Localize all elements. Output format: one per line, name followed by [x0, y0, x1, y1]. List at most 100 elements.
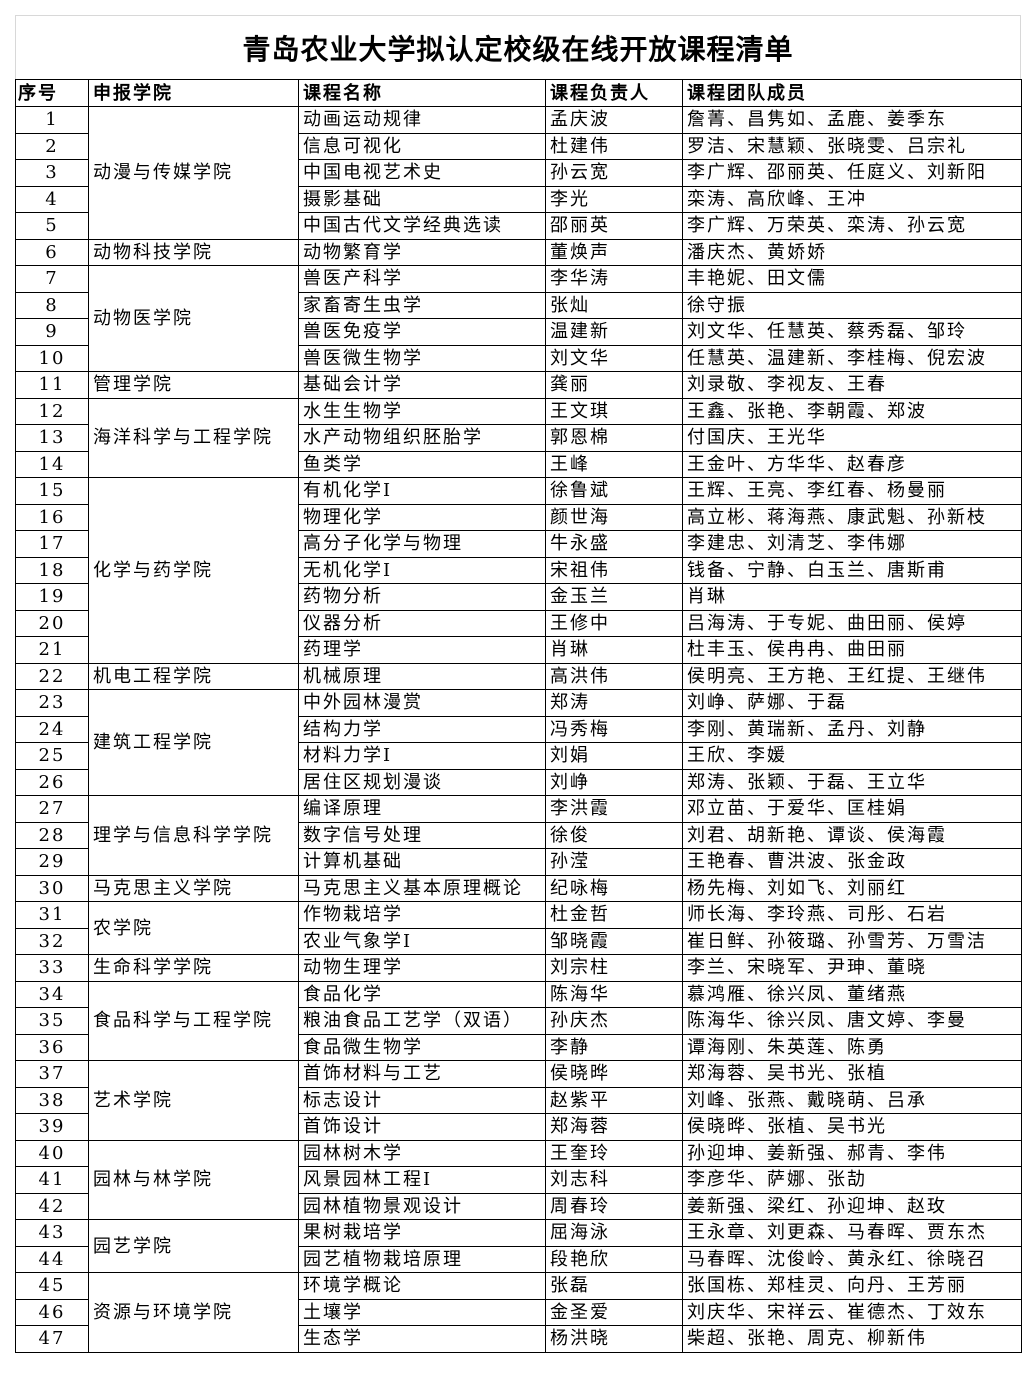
- cell-course: 动物繁育学: [298, 238, 546, 266]
- cell-no: 14: [15, 450, 89, 478]
- cell-course: 生态学: [298, 1325, 546, 1353]
- cell-leader: 刘娟: [545, 742, 683, 770]
- cell-college: 马克思主义学院: [88, 874, 299, 902]
- cell-no: 47: [15, 1325, 89, 1353]
- cell-team: 付国庆、王光华: [682, 424, 1022, 452]
- cell-college: 农学院: [88, 901, 299, 955]
- cell-team: 侯明亮、王方艳、王红提、王继伟: [682, 662, 1022, 690]
- cell-leader: 孙滢: [545, 848, 683, 876]
- cell-leader: 冯秀梅: [545, 715, 683, 743]
- cell-course: 果树栽培学: [298, 1219, 546, 1247]
- table-row: 33 生命科学学院 动物生理学 刘宗柱 李兰、宋晓军、尹珅、董晓: [15, 954, 1022, 982]
- cell-course: 食品微生物学: [298, 1033, 546, 1061]
- cell-leader: 刘文华: [545, 344, 683, 372]
- table-row: 8 家畜寄生虫学 张灿 徐守振: [15, 291, 1022, 319]
- cell-no: 33: [15, 954, 89, 982]
- cell-course: 园林植物景观设计: [298, 1192, 546, 1220]
- cell-leader: 刘峥: [545, 768, 683, 796]
- table-row: 27 理学与信息科学学院 编译原理 李洪霞 邓立苗、于爱华、匡桂娟: [15, 795, 1022, 876]
- table-row: 22 机电工程学院 机械原理 高洪伟 侯明亮、王方艳、王红提、王继伟: [15, 662, 1022, 690]
- cell-team: 刘君、胡新艳、谭谈、侯海霞: [682, 821, 1022, 849]
- table-row: 44 园艺植物栽培原理 段艳欣 马春晖、沈俊岭、黄永红、徐晓召: [15, 1245, 1022, 1273]
- cell-no: 12: [15, 397, 89, 425]
- cell-team: 王辉、王亮、李红春、杨曼丽: [682, 477, 1022, 505]
- cell-team: 钱备、宁静、白玉兰、唐斯甫: [682, 556, 1022, 584]
- cell-course: 编译原理: [298, 795, 546, 823]
- table-row: 21 药理学 肖琳 杜丰玉、侯冉冉、曲田丽: [15, 636, 1022, 664]
- table-row: 26 居住区规划漫谈 刘峥 郑涛、张颖、于磊、王立华: [15, 768, 1022, 796]
- cell-team: 侯晓晔、张植、吴书光: [682, 1113, 1022, 1141]
- table-row: 38 标志设计 赵紫平 刘峰、张燕、戴晓萌、吕承: [15, 1086, 1022, 1114]
- cell-college: 化学与药学院: [88, 477, 299, 664]
- cell-no: 19: [15, 583, 89, 611]
- cell-leader: 周春玲: [545, 1192, 683, 1220]
- cell-leader: 侯晓晔: [545, 1060, 683, 1088]
- cell-team: 丰艳妮、田文儒: [682, 265, 1022, 293]
- table-row: 43 园艺学院 果树栽培学 屈海泳 王永章、刘更森、马春晖、贾东杰: [15, 1219, 1022, 1273]
- cell-course: 风景园林工程Ⅰ: [298, 1166, 546, 1194]
- cell-team: 王艳春、曹洪波、张金政: [682, 848, 1022, 876]
- cell-college: 动漫与传媒学院: [88, 106, 299, 240]
- cell-no: 26: [15, 768, 89, 796]
- cell-team: 郑海蓉、吴书光、张植: [682, 1060, 1022, 1088]
- cell-no: 8: [15, 291, 89, 319]
- cell-course: 标志设计: [298, 1086, 546, 1114]
- cell-college: 动物科技学院: [88, 238, 299, 266]
- cell-no: 18: [15, 556, 89, 584]
- cell-no: 36: [15, 1033, 89, 1061]
- cell-course: 物理化学: [298, 503, 546, 531]
- cell-no: 28: [15, 821, 89, 849]
- cell-course: 有机化学Ⅰ: [298, 477, 546, 505]
- cell-team: 潘庆杰、黄娇娇: [682, 238, 1022, 266]
- cell-course: 仪器分析: [298, 609, 546, 637]
- cell-leader: 刘志科: [545, 1166, 683, 1194]
- cell-leader: 屈海泳: [545, 1219, 683, 1247]
- cell-team: 杨先梅、刘如飞、刘丽红: [682, 874, 1022, 902]
- cell-no: 16: [15, 503, 89, 531]
- cell-no: 31: [15, 901, 89, 929]
- cell-course: 居住区规划漫谈: [298, 768, 546, 796]
- table-row: 18 无机化学Ⅰ 宋祖伟 钱备、宁静、白玉兰、唐斯甫: [15, 556, 1022, 584]
- cell-college: 建筑工程学院: [88, 689, 299, 796]
- cell-team: 谭海刚、朱英莲、陈勇: [682, 1033, 1022, 1061]
- table-row: 35 粮油食品工艺学（双语） 孙庆杰 陈海华、徐兴凤、唐文婷、李曼: [15, 1007, 1022, 1035]
- cell-leader: 杨洪晓: [545, 1325, 683, 1353]
- cell-course: 粮油食品工艺学（双语）: [298, 1007, 546, 1035]
- cell-course: 药物分析: [298, 583, 546, 611]
- table-row: 32 农业气象学Ⅰ 邹晓霞 崔日鲜、孙筱璐、孙雪芳、万雪洁: [15, 927, 1022, 955]
- cell-team: 陈海华、徐兴凤、唐文婷、李曼: [682, 1007, 1022, 1035]
- cell-no: 29: [15, 848, 89, 876]
- cell-leader: 孙庆杰: [545, 1007, 683, 1035]
- cell-leader: 颜世海: [545, 503, 683, 531]
- cell-leader: 李静: [545, 1033, 683, 1061]
- table-row: 39 首饰设计 郑海蓉 侯晓晔、张植、吴书光: [15, 1113, 1022, 1141]
- table-row: 47 生态学 杨洪晓 柴超、张艳、周克、柳新伟: [15, 1325, 1022, 1353]
- cell-college: 资源与环境学院: [88, 1272, 299, 1353]
- cell-no: 4: [15, 185, 89, 213]
- cell-team: 詹菁、昌隽如、孟鹿、姜季东: [682, 106, 1022, 134]
- header-college: 申报学院: [88, 79, 299, 107]
- page-title: 青岛农业大学拟认定校级在线开放课程清单: [242, 32, 794, 66]
- table-row: 41 风景园林工程Ⅰ 刘志科 李彦华、萨娜、张劼: [15, 1166, 1022, 1194]
- cell-leader: 肖琳: [545, 636, 683, 664]
- cell-no: 22: [15, 662, 89, 690]
- cell-team: 张国栋、郑桂灵、向丹、王芳丽: [682, 1272, 1022, 1300]
- cell-leader: 金玉兰: [545, 583, 683, 611]
- cell-leader: 李洪霞: [545, 795, 683, 823]
- cell-college: 生命科学学院: [88, 954, 299, 982]
- table-row: 9 兽医免疫学 温建新 刘文华、任慧英、蔡秀磊、邹玲: [15, 318, 1022, 346]
- cell-college: 机电工程学院: [88, 662, 299, 690]
- table-row: 23 建筑工程学院 中外园林漫赏 郑涛 刘峥、萨娜、于磊: [15, 689, 1022, 796]
- cell-course: 中国古代文学经典选读: [298, 212, 546, 240]
- cell-team: 李广辉、邵丽英、任庭义、刘新阳: [682, 159, 1022, 187]
- table-row: 34 食品科学与工程学院 食品化学 陈海华 慕鸿雁、徐兴凤、董绪燕: [15, 980, 1022, 1061]
- cell-leader: 纪咏梅: [545, 874, 683, 902]
- cell-course: 高分子化学与物理: [298, 530, 546, 558]
- cell-team: 柴超、张艳、周克、柳新伟: [682, 1325, 1022, 1353]
- cell-team: 高立彬、蒋海燕、康武魁、孙新枝: [682, 503, 1022, 531]
- cell-course: 信息可视化: [298, 132, 546, 160]
- cell-college: 理学与信息科学学院: [88, 795, 299, 876]
- cell-leader: 段艳欣: [545, 1245, 683, 1273]
- cell-no: 7: [15, 265, 89, 293]
- cell-no: 10: [15, 344, 89, 372]
